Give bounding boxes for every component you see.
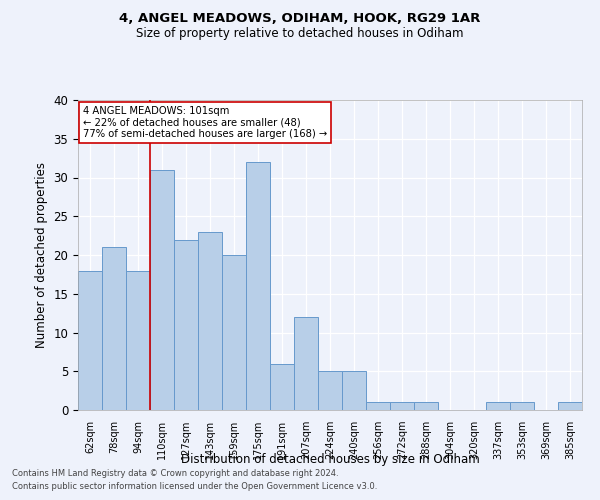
- Text: Contains public sector information licensed under the Open Government Licence v3: Contains public sector information licen…: [12, 482, 377, 491]
- Bar: [414, 402, 438, 410]
- Bar: [126, 270, 150, 410]
- Bar: [78, 270, 102, 410]
- Bar: [366, 402, 390, 410]
- Text: 4 ANGEL MEADOWS: 101sqm
← 22% of detached houses are smaller (48)
77% of semi-de: 4 ANGEL MEADOWS: 101sqm ← 22% of detache…: [83, 106, 327, 140]
- Bar: [174, 240, 198, 410]
- Bar: [510, 402, 534, 410]
- Bar: [222, 255, 246, 410]
- Bar: [246, 162, 270, 410]
- Bar: [102, 247, 126, 410]
- Bar: [294, 317, 318, 410]
- Text: Contains HM Land Registry data © Crown copyright and database right 2024.: Contains HM Land Registry data © Crown c…: [12, 468, 338, 477]
- Bar: [486, 402, 510, 410]
- Text: Distribution of detached houses by size in Odiham: Distribution of detached houses by size …: [181, 452, 479, 466]
- Text: 4, ANGEL MEADOWS, ODIHAM, HOOK, RG29 1AR: 4, ANGEL MEADOWS, ODIHAM, HOOK, RG29 1AR: [119, 12, 481, 26]
- Bar: [198, 232, 222, 410]
- Bar: [318, 371, 342, 410]
- Bar: [342, 371, 366, 410]
- Y-axis label: Number of detached properties: Number of detached properties: [35, 162, 48, 348]
- Text: Size of property relative to detached houses in Odiham: Size of property relative to detached ho…: [136, 28, 464, 40]
- Bar: [270, 364, 294, 410]
- Bar: [390, 402, 414, 410]
- Bar: [150, 170, 174, 410]
- Bar: [558, 402, 582, 410]
